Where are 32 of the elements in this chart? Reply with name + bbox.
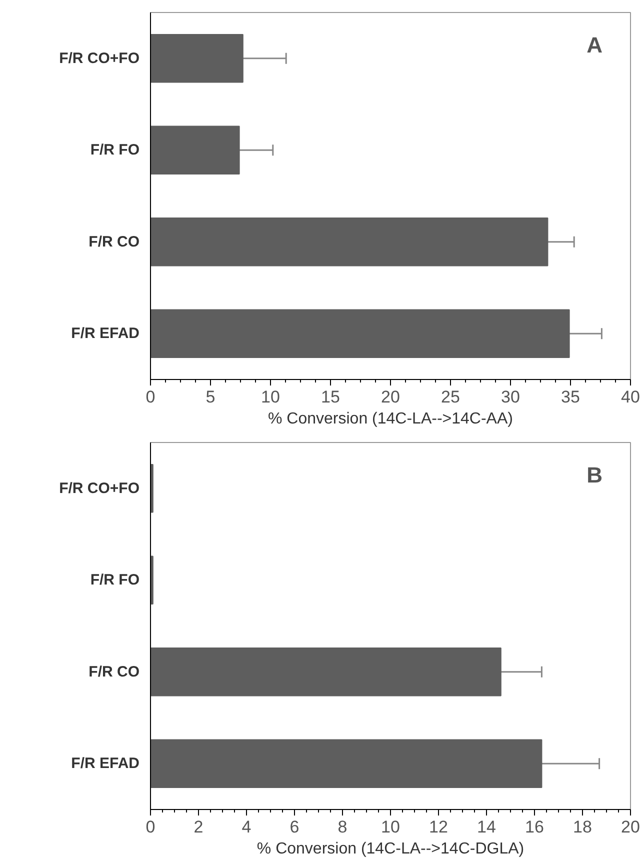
x-tick-label: 2 — [194, 818, 204, 836]
x-tick-label: 40 — [621, 388, 640, 406]
x-tick-label: 5 — [206, 388, 216, 406]
x-tick-label: 4 — [242, 818, 252, 836]
x-axis-title: % Conversion (14C-LA-->14C-DGLA) — [256, 840, 524, 858]
annotation: B — [586, 462, 603, 488]
x-tick-label: 0 — [146, 388, 156, 406]
x-tick-label: 15 — [321, 388, 340, 406]
x-tick-label: 6 — [290, 818, 300, 836]
x-tick-label: 14 — [477, 818, 496, 836]
x-tick-label: 20 — [381, 388, 400, 406]
y-tick-label: F/R FO — [90, 142, 140, 159]
x-tick-label: 35 — [561, 388, 580, 406]
y-tick-label: F/R CO+FO — [59, 50, 140, 67]
x-tick-label: 0 — [146, 818, 156, 836]
annotation: A — [586, 32, 603, 58]
y-tick-label: F/R FO — [90, 572, 140, 589]
x-tick-label: 18 — [573, 818, 592, 836]
x-tick-label: 10 — [381, 818, 400, 836]
y-tick-label: F/R CO — [88, 233, 140, 250]
y-tick-label: F/R EFAD — [71, 755, 140, 772]
x-tick-label: 16 — [525, 818, 544, 836]
x-tick-label: 20 — [621, 818, 640, 836]
y-tick-label: F/R CO+FO — [59, 480, 140, 497]
x-tick-label: 10 — [261, 388, 280, 406]
x-tick-label: 12 — [429, 818, 448, 836]
x-tick-label: 8 — [338, 818, 348, 836]
x-tick-label: 25 — [441, 388, 460, 406]
x-axis-title: % Conversion (14C-LA-->14C-AA) — [268, 410, 513, 428]
x-tick-label: 30 — [501, 388, 520, 406]
y-tick-label: F/R CO — [88, 663, 140, 680]
y-tick-label: F/R EFAD — [71, 325, 140, 342]
